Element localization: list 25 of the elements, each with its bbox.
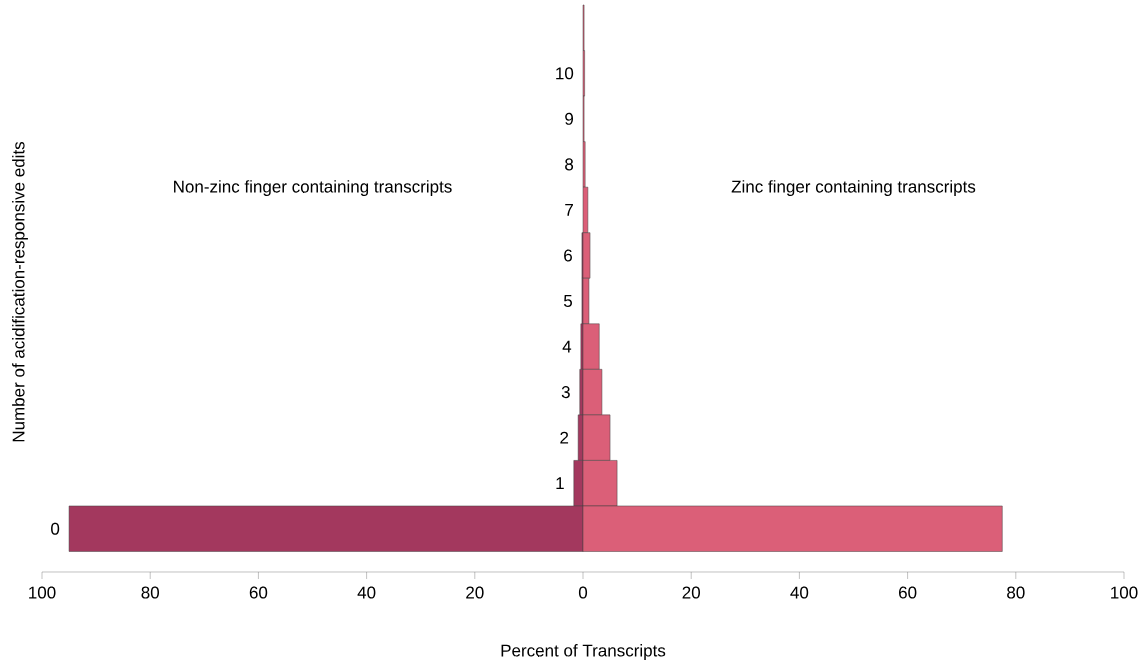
y-tick-label: 5 — [563, 294, 573, 307]
y-axis-title: Number of acidification-responsive edits — [12, 141, 28, 442]
y-tick-label: 10 — [556, 67, 574, 80]
x-tick-label: 40 — [790, 586, 809, 599]
annotation: Non-zinc finger containing transcripts — [174, 180, 452, 196]
y-tick-label: 7 — [565, 203, 573, 216]
x-tick-label: 60 — [249, 586, 268, 599]
x-tick-label: 40 — [357, 586, 376, 599]
x-tick-label: 100 — [1111, 586, 1138, 599]
x-tick-label: 20 — [466, 586, 484, 599]
x-tick-label: 0 — [578, 586, 588, 599]
y-tick-label: 9 — [565, 112, 574, 125]
y-tick-label: 1 — [556, 477, 564, 489]
x-tick-label: 20 — [682, 586, 700, 599]
y-tick-label: 6 — [564, 249, 572, 262]
x-tick-label: 60 — [899, 586, 917, 599]
x-tick-label: 80 — [141, 586, 159, 599]
y-tick-label: 2 — [560, 431, 569, 444]
annotation: Zinc finger containing transcripts — [731, 180, 976, 196]
y-tick-label: 8 — [565, 158, 574, 171]
y-tick-label: 3 — [561, 385, 570, 398]
x-tick-label: 100 — [29, 586, 56, 599]
y-tick-label: 4 — [562, 340, 572, 353]
x-tick-label: 80 — [1007, 586, 1025, 599]
x-axis-title: Percent of Transcripts — [501, 643, 666, 660]
